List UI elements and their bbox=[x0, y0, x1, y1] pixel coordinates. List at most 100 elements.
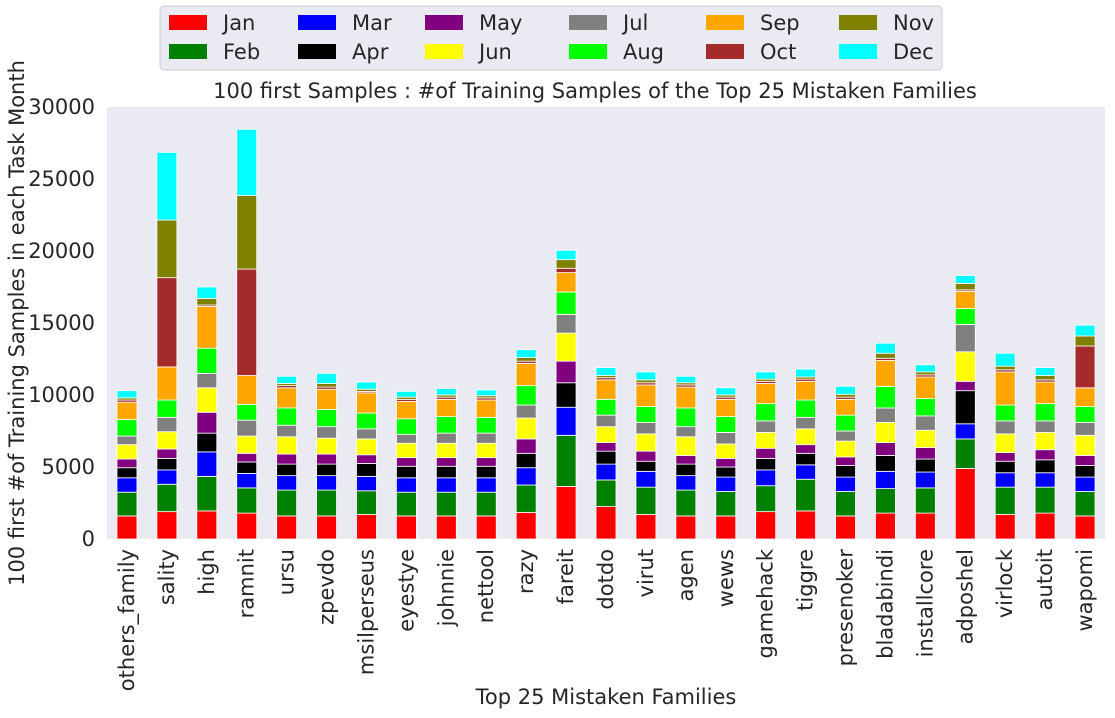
x-tick-label: dotdo bbox=[594, 549, 618, 610]
bar-msilperseus-feb bbox=[356, 490, 377, 515]
x-tick-label: nettool bbox=[474, 549, 498, 623]
bar-wapomi-jul bbox=[1074, 421, 1096, 436]
bar-dotdo-jul bbox=[595, 414, 617, 428]
bar-ramnit-may bbox=[236, 452, 258, 463]
bar-ursu-sep bbox=[276, 387, 298, 409]
bar-zpevdo-nov bbox=[316, 383, 337, 388]
bar-msilperseus-apr bbox=[356, 462, 377, 477]
bar-sality-jul bbox=[156, 416, 178, 433]
bar-high-jul bbox=[196, 372, 218, 389]
bars-layer bbox=[116, 128, 1096, 540]
bar-wapomi-jun bbox=[1074, 434, 1096, 456]
bar-ramnit-jan bbox=[236, 512, 258, 540]
bar-installcore-may bbox=[914, 447, 936, 460]
bar-ramnit-aug bbox=[236, 403, 258, 421]
bar-fareit-jul bbox=[555, 313, 577, 334]
bar-presenoker-mar bbox=[835, 476, 856, 492]
bar-johnnie-may bbox=[435, 457, 457, 467]
x-tick-label: others_family bbox=[115, 549, 140, 691]
bar-eyestye-aug bbox=[396, 418, 417, 436]
legend-label-may: May bbox=[479, 11, 522, 35]
x-tick-label: installcore bbox=[913, 549, 937, 657]
bar-zpevdo-jan bbox=[316, 515, 337, 540]
bar-johnnie-mar bbox=[435, 477, 457, 493]
bar-autoit-jan bbox=[1034, 512, 1056, 540]
x-tick-label: tiggre bbox=[794, 549, 818, 611]
bar-tiggre-sep bbox=[795, 380, 816, 401]
bar-others_family-jan bbox=[116, 515, 138, 540]
x-tick-label: adposhel bbox=[953, 549, 977, 644]
bar-gamehack-sep bbox=[755, 383, 777, 405]
bar-presenoker-jul bbox=[835, 430, 856, 442]
bar-dotdo-sep bbox=[595, 379, 617, 400]
bar-high-jun bbox=[196, 387, 218, 413]
legend-label-jan: Jan bbox=[221, 11, 255, 35]
bar-tiggre-apr bbox=[795, 452, 816, 466]
bar-zpevdo-sep bbox=[316, 388, 337, 410]
bar-virlock-apr bbox=[994, 460, 1016, 474]
bar-adposhel-aug bbox=[954, 308, 976, 325]
bar-wews-dec bbox=[715, 387, 737, 396]
x-tick-label: ursu bbox=[275, 549, 299, 595]
bar-bladabindi-sep bbox=[875, 360, 896, 387]
bar-virut-jan bbox=[635, 514, 657, 540]
bar-johnnie-sep bbox=[435, 398, 457, 418]
bar-adposhel-sep bbox=[954, 290, 976, 310]
legend-label-feb: Feb bbox=[223, 40, 260, 64]
x-tick-label: razy bbox=[514, 549, 538, 594]
bar-eyestye-jul bbox=[396, 434, 417, 444]
bar-agen-dec bbox=[675, 375, 697, 384]
legend-swatch-mar bbox=[298, 15, 336, 30]
x-tick-label: fareit bbox=[554, 549, 578, 604]
bar-agen-apr bbox=[675, 463, 697, 477]
bar-others_family-jul bbox=[116, 435, 138, 446]
x-tick-label: zpevdo bbox=[315, 549, 339, 625]
bar-virut-apr bbox=[635, 460, 657, 472]
legend-label-aug: Aug bbox=[623, 40, 664, 64]
bar-bladabindi-mar bbox=[875, 470, 896, 490]
bar-ursu-dec bbox=[276, 375, 298, 384]
bar-virlock-nov bbox=[994, 365, 1016, 371]
bar-johnnie-apr bbox=[435, 465, 457, 479]
bar-nettool-apr bbox=[475, 465, 497, 479]
bar-nettool-dec bbox=[475, 389, 497, 397]
bar-fareit-apr bbox=[555, 382, 577, 408]
bar-wapomi-feb bbox=[1074, 491, 1096, 517]
bar-adposhel-may bbox=[954, 380, 976, 392]
bar-fareit-feb bbox=[555, 434, 577, 487]
bar-presenoker-feb bbox=[835, 491, 856, 517]
bar-tiggre-jan bbox=[795, 510, 816, 540]
bar-tiggre-aug bbox=[795, 399, 816, 418]
bar-presenoker-dec bbox=[835, 385, 856, 395]
bar-ursu-jun bbox=[276, 436, 298, 455]
bar-sality-mar bbox=[156, 469, 178, 485]
bar-adposhel-feb bbox=[954, 438, 976, 469]
bar-wapomi-jan bbox=[1074, 515, 1096, 540]
bar-tiggre-jul bbox=[795, 416, 816, 430]
bar-razy-jan bbox=[515, 511, 537, 540]
bar-razy-mar bbox=[515, 467, 537, 486]
bar-adposhel-jun bbox=[954, 351, 976, 382]
bar-fareit-dec bbox=[555, 249, 577, 261]
bar-ursu-jan bbox=[276, 515, 298, 540]
bar-virlock-may bbox=[994, 452, 1016, 462]
bar-johnnie-jan bbox=[435, 515, 457, 540]
bar-zpevdo-jun bbox=[316, 437, 337, 455]
bar-ursu-may bbox=[276, 453, 298, 465]
bar-ramnit-apr bbox=[236, 461, 258, 474]
x-tick-label: sality bbox=[155, 549, 179, 605]
bar-razy-nov bbox=[515, 357, 537, 362]
legend-swatch-apr bbox=[298, 44, 336, 59]
legend: Jan Feb Mar Apr May Jun Jul Aug Sep Oct Nov Dec bbox=[159, 5, 943, 71]
bar-tiggre-feb bbox=[795, 478, 816, 512]
bar-bladabindi-apr bbox=[875, 455, 896, 472]
bar-ramnit-dec bbox=[236, 128, 258, 196]
bar-wapomi-may bbox=[1074, 455, 1096, 466]
bar-msilperseus-dec bbox=[356, 381, 377, 390]
bar-eyestye-sep bbox=[396, 401, 417, 420]
y-tick-label: 5000 bbox=[42, 455, 95, 479]
legend-swatch-dec bbox=[839, 44, 877, 59]
bar-virut-feb bbox=[635, 486, 657, 515]
bar-agen-feb bbox=[675, 489, 697, 517]
